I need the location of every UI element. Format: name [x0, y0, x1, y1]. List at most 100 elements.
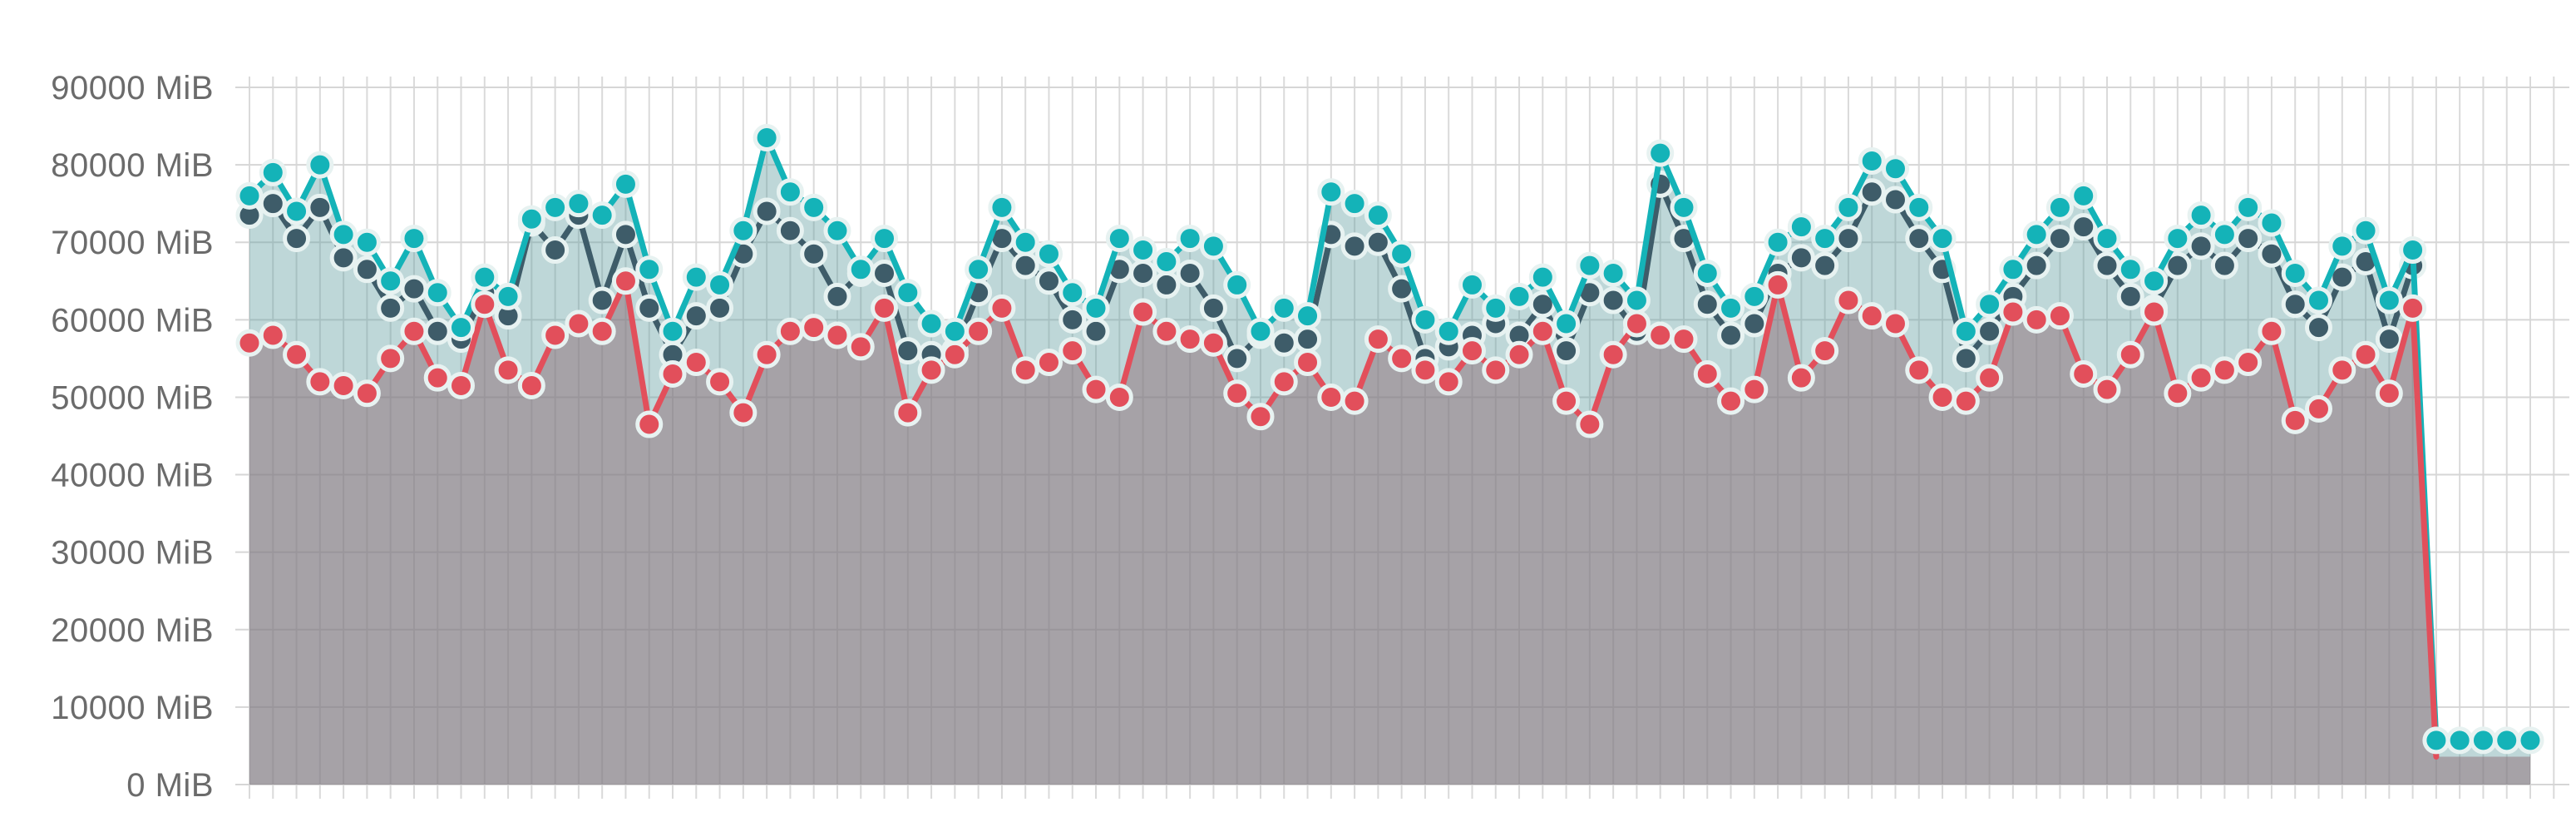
data-point [1976, 317, 2004, 345]
data-point [423, 279, 452, 307]
data-point [565, 309, 593, 338]
data-point [2516, 726, 2544, 755]
data-point [1552, 337, 1581, 365]
data-point [1787, 364, 1815, 392]
data-point [2445, 726, 2474, 755]
data-point [988, 294, 1016, 322]
data-point [2022, 305, 2050, 334]
data-point [2351, 340, 2380, 369]
data-point [1434, 317, 1463, 345]
data-point [1717, 294, 1745, 322]
data-point [329, 244, 358, 272]
data-point [1858, 146, 1886, 175]
data-point [423, 317, 452, 345]
data-point [1199, 294, 1227, 322]
data-point [2281, 290, 2309, 319]
data-point [1740, 375, 1769, 404]
data-point [1059, 337, 1087, 365]
data-point [565, 190, 593, 218]
data-point [2116, 255, 2144, 284]
data-point [940, 340, 969, 369]
data-point [1881, 155, 1909, 183]
data-point [1364, 201, 1392, 230]
data-point [1505, 340, 1533, 369]
data-point [1834, 193, 1863, 221]
data-point [283, 225, 311, 253]
data-point [306, 151, 334, 179]
data-point [846, 333, 875, 361]
data-point [682, 302, 710, 330]
y-axis-tick-label: 70000 MiB [51, 225, 214, 261]
data-point [1411, 356, 1439, 384]
teal-area-fill [249, 137, 2531, 757]
data-point [1858, 302, 1886, 330]
data-point [2187, 364, 2215, 392]
data-point [1905, 356, 1933, 384]
data-point [706, 270, 734, 299]
data-point [871, 294, 899, 322]
data-point [353, 228, 381, 256]
data-point [447, 314, 476, 342]
data-point [1458, 337, 1486, 365]
data-point [2258, 317, 2286, 345]
data-point [1317, 383, 1345, 411]
data-point [1622, 286, 1651, 314]
data-point [353, 379, 381, 408]
data-point [1952, 317, 1980, 345]
y-axis-tick-label: 90000 MiB [51, 70, 214, 106]
data-point [1999, 255, 2027, 284]
data-point [377, 267, 405, 295]
data-point [823, 216, 851, 245]
data-point [1552, 309, 1581, 338]
y-axis-tick-label: 40000 MiB [51, 458, 214, 494]
data-point [1976, 364, 2004, 392]
data-point [1011, 228, 1039, 256]
data-point [1576, 251, 1604, 280]
red-series-markers [235, 267, 2427, 438]
data-point [2328, 356, 2356, 384]
data-point [2399, 294, 2427, 322]
data-point [1928, 225, 1957, 253]
data-point [1622, 309, 1651, 338]
data-point [1787, 213, 1815, 241]
data-point [1340, 232, 1369, 260]
data-point [1740, 309, 1769, 338]
data-point [1740, 282, 1769, 310]
data-point [706, 294, 734, 322]
data-point [2022, 251, 2050, 280]
data-point [1717, 387, 1745, 415]
data-point [635, 255, 664, 284]
data-point [2116, 282, 2144, 310]
data-point [1034, 267, 1063, 295]
data-point [729, 399, 758, 427]
data-point [235, 329, 264, 357]
data-point [846, 255, 875, 284]
data-point [2140, 267, 2169, 295]
data-point [1411, 305, 1439, 334]
data-point [871, 259, 899, 287]
y-axis-tick-label: 0 MiB [126, 767, 214, 804]
data-point [1294, 302, 1322, 330]
data-point [1528, 263, 1557, 291]
data-point [2375, 325, 2403, 354]
data-point [2234, 349, 2263, 377]
data-point [1270, 329, 1298, 357]
data-point [611, 220, 639, 249]
data-point [611, 267, 639, 295]
data-point [2046, 193, 2074, 221]
data-point [283, 197, 311, 225]
data-point [541, 321, 570, 349]
data-point [1881, 186, 1909, 214]
data-point [894, 337, 922, 365]
data-point [800, 240, 828, 268]
data-point [1458, 270, 1486, 299]
data-point [1011, 251, 1039, 280]
data-point [1364, 228, 1392, 256]
data-point [611, 170, 639, 198]
data-point [988, 193, 1016, 221]
data-point [635, 410, 664, 438]
data-point [400, 275, 428, 303]
data-point [1388, 240, 1416, 268]
data-point [1223, 270, 1251, 299]
